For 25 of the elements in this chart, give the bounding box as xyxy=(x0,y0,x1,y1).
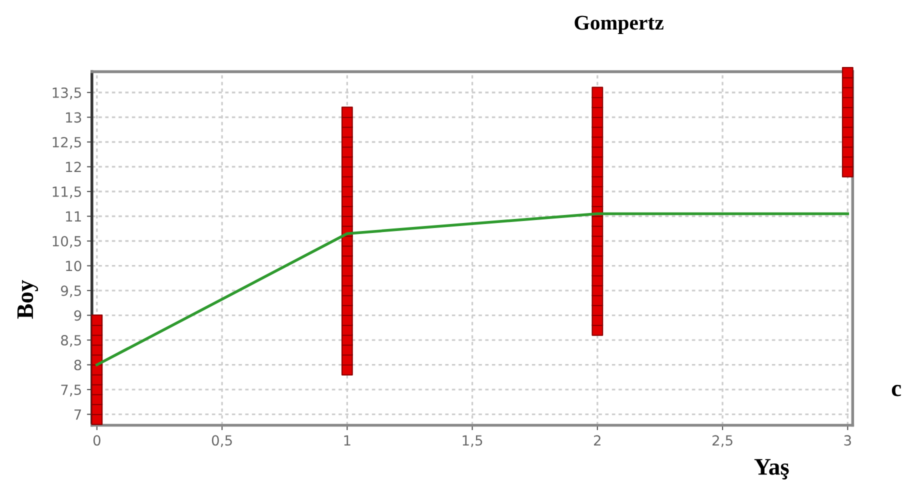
x-tick-label: 3 xyxy=(844,435,851,446)
y-tick-label: 11 xyxy=(66,211,81,222)
y-tick-label: 7 xyxy=(74,409,81,420)
x-tick-label: 0 xyxy=(93,435,100,446)
x-tick-label: 2 xyxy=(594,435,600,446)
y-tick-label: 8,5 xyxy=(61,335,81,347)
x-tick-label: 0,5 xyxy=(212,435,232,448)
y-tick-label: 10,5 xyxy=(52,236,81,248)
y-tick-label: 10 xyxy=(66,260,82,272)
y-tick-label: 9,5 xyxy=(60,286,81,298)
x-tick-label: 1 xyxy=(344,435,350,446)
y-tick-label: 13,5 xyxy=(52,87,81,100)
y-axis-title: Boy xyxy=(17,280,38,319)
y-tick-label: 12 xyxy=(66,162,81,172)
chart-title: Gompertz xyxy=(574,16,664,34)
x-axis-title: Yaş xyxy=(754,459,789,480)
text: c xyxy=(892,384,901,396)
y-tick-label: 9 xyxy=(74,310,82,321)
x-tick-label: 1,5 xyxy=(462,435,482,448)
y-tick-label: 8 xyxy=(74,360,82,370)
y-tick-label: 12,5 xyxy=(52,136,81,149)
y-tick-label: 13 xyxy=(66,112,82,123)
x-tick-label: 2,5 xyxy=(712,435,732,448)
y-tick-label: 7,5 xyxy=(61,384,81,396)
y-tick-label: 11,5 xyxy=(52,186,81,198)
